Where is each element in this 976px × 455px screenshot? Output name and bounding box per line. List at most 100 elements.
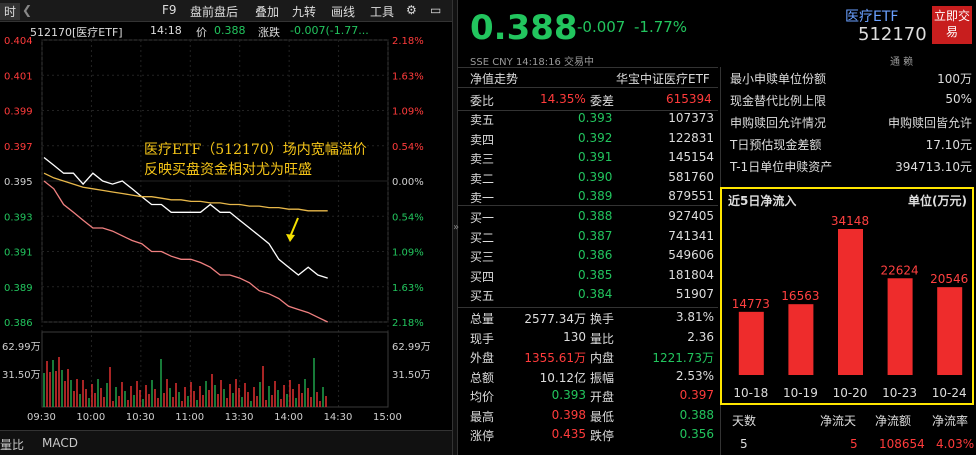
y-tick-label: 0.393: [4, 212, 33, 223]
weibi-value: 14.35%: [540, 92, 586, 106]
stat-label: 跌停: [590, 429, 615, 443]
book-level-price[interactable]: 0.386: [578, 248, 613, 262]
annotation-arrow: [289, 217, 299, 238]
stat-label: 振幅: [590, 370, 615, 385]
net-inflow-bar: [738, 311, 764, 375]
book-level-price[interactable]: 0.393: [578, 111, 613, 125]
maximize-icon[interactable]: ▭: [430, 3, 442, 17]
book-level-price[interactable]: 0.389: [578, 189, 613, 203]
price-series-line: [43, 156, 328, 279]
stat-value: 3.81%: [675, 310, 714, 324]
stat-label: 最低: [590, 409, 615, 424]
trade-now-button[interactable]: 立即交易: [932, 6, 972, 44]
y-right-tick-label: 1.09%: [392, 248, 424, 259]
y-right-tick-label: 2.18%: [392, 318, 424, 329]
y-tick-label: 0.397: [4, 142, 33, 153]
chart-code-name: 512170[医疗ETF]: [30, 26, 123, 39]
stat-label: 均价: [470, 390, 495, 404]
tab-volume-ratio[interactable]: 量比: [0, 438, 25, 452]
net-inflow-date-label: 10-23: [882, 386, 917, 400]
book-level-volume: 741341: [668, 228, 714, 243]
stat-label: 量比: [590, 331, 615, 346]
quote-panel: 0.388 -0.007 -1.77% SSE CNY 14:18:16 交易中…: [458, 0, 976, 455]
chart-canvas: 0.404 2.18% 0.401 1.63% 0.399 1.09% 0.397 0.54%…: [2, 36, 431, 423]
expand-arrows-icon[interactable]: »: [453, 222, 460, 233]
book-level-price[interactable]: 0.384: [578, 287, 613, 301]
book-level-label: 买二: [470, 230, 495, 245]
stat-value: 130: [563, 329, 586, 344]
net-inflow-bar: [937, 287, 963, 375]
fund-info-value: 100万: [937, 72, 972, 86]
f9-button[interactable]: F9: [162, 3, 177, 17]
flow-table-header: 天数: [732, 414, 757, 428]
volume-tick-label-right: 31.50万: [392, 370, 431, 381]
tools-button[interactable]: 工具: [370, 5, 395, 19]
fund-info-value: 394713.10元: [895, 160, 972, 174]
book-level-price[interactable]: 0.387: [578, 228, 613, 243]
book-level-volume: 107373: [668, 111, 714, 125]
stat-label: 现手: [470, 331, 495, 346]
chart-price: 0.388: [214, 24, 246, 37]
flow-table-cell: 4.03%: [936, 437, 975, 451]
flow-table-header: 净流天: [820, 414, 857, 428]
book-level-volume: 181804: [668, 267, 714, 282]
y-right-tick-label: 0.54%: [392, 142, 424, 153]
x-tick-label: 15:00: [373, 412, 402, 423]
stat-value: 1221.73万: [652, 351, 714, 365]
volume-tick-label: 31.50万: [2, 370, 41, 381]
chart-toolbar: 时 ❮ F9 盘前盘后 叠加 九转 画线 工具 ⚙ ▭: [0, 0, 452, 22]
y-right-tick-label: 1.63%: [392, 283, 424, 294]
fund-name[interactable]: 医疗ETF: [845, 9, 899, 25]
book-level-label: 卖四: [470, 132, 495, 147]
fund-info-label: 申购赎回允许情况: [730, 116, 827, 130]
stat-value: 1355.61万: [524, 351, 586, 365]
y-right-tick-label: 0.54%: [392, 212, 424, 223]
net-inflow-date-label: 10-20: [833, 386, 868, 400]
weicha-value: 615394: [666, 92, 712, 106]
book-level-volume: 927405: [668, 209, 714, 223]
weicha-label: 委差: [590, 94, 615, 108]
flow-table-header: 净流额: [875, 414, 912, 428]
tab-timeshare[interactable]: 时: [0, 3, 21, 20]
y-right-tick-label: 1.09%: [392, 107, 424, 118]
net-inflow-title: 近5日净流入: [728, 194, 797, 208]
draw-line-button[interactable]: 画线: [331, 5, 356, 19]
net-inflow-date-label: 10-18: [733, 386, 768, 400]
flow-table-header: 净流率: [932, 414, 969, 428]
chart-price-label: 价: [196, 26, 207, 39]
fund-info-label: 最小申赎单位份额: [730, 72, 827, 86]
volume-tick-label: 62.99万: [2, 342, 41, 353]
net-inflow-chart: 14773 10-18 16563 10-19 34148 10-20 22624 10-23…: [732, 214, 969, 400]
book-level-price[interactable]: 0.385: [578, 267, 613, 282]
settings-gear-icon[interactable]: ⚙: [406, 3, 417, 17]
x-tick-label: 13:30: [225, 412, 254, 423]
book-level-label: 买一: [470, 211, 495, 225]
stat-label: 总额: [470, 370, 495, 385]
y-right-tick-label: 1.63%: [392, 71, 424, 82]
book-level-price[interactable]: 0.390: [578, 169, 613, 184]
net-inflow-panel: 近5日净流入 单位(万元) 14773 10-18 16563 10-19 34148 1…: [720, 187, 974, 405]
overlay-button[interactable]: 叠加: [255, 5, 280, 19]
toolbar-icons[interactable]: 通 赖: [890, 57, 914, 68]
fund-full-name: 华宝中证医疗ETF: [616, 72, 710, 86]
y-tick-label: 0.399: [4, 107, 33, 118]
nav-trend-label[interactable]: 净值走势: [470, 72, 519, 86]
pre-post-button[interactable]: 盘前盘后: [190, 5, 239, 19]
stat-label: 开盘: [590, 390, 615, 404]
book-level-price[interactable]: 0.391: [578, 150, 613, 164]
x-tick-label: 14:00: [274, 412, 303, 423]
book-level-price[interactable]: 0.392: [578, 130, 613, 145]
prev-arrow-icon[interactable]: ❮: [22, 3, 33, 17]
book-level-label: 卖五: [470, 113, 495, 127]
tab-macd[interactable]: MACD: [42, 436, 78, 450]
book-level-volume: 581760: [668, 169, 714, 184]
intraday-chart[interactable]: 512170[医疗ETF] 14:18 价 0.388 涨跌 -0.007(-1…: [0, 22, 452, 430]
nine-turn-button[interactable]: 九转: [292, 5, 317, 19]
fund-info-label: 现金替代比例上限: [730, 94, 827, 108]
panel-separator[interactable]: »: [452, 0, 460, 455]
book-level-label: 买四: [470, 269, 495, 284]
book-level-price[interactable]: 0.388: [578, 209, 613, 223]
fund-info-label: T-1日单位申赎资产: [730, 160, 833, 174]
stat-value: 0.388: [679, 407, 714, 422]
chart-change: -0.007(-1.77...: [290, 24, 369, 37]
